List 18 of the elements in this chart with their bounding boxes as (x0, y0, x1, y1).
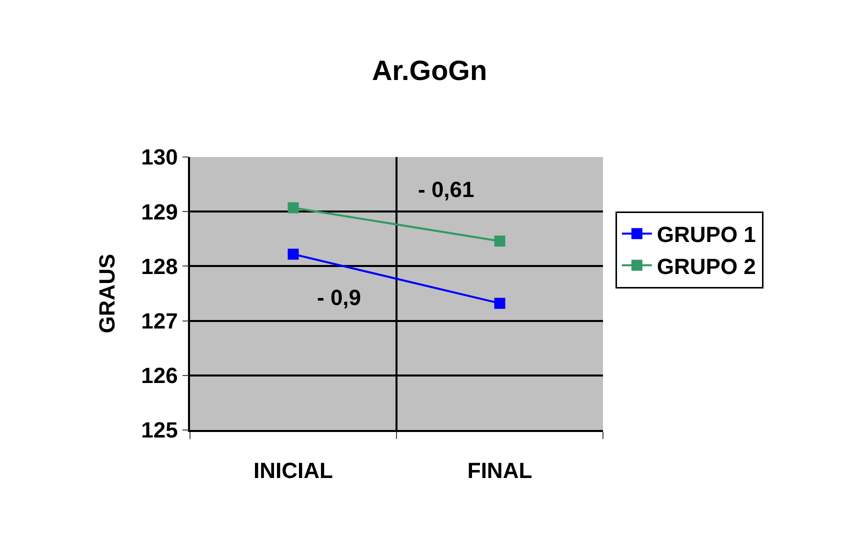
point (288, 202, 299, 214)
y-tick-label: 125 (141, 418, 178, 443)
point (494, 298, 506, 309)
annotation: - 0,61 (418, 177, 474, 202)
y-axis-title: GRAUS (94, 254, 120, 334)
chart-title: Ar.GoGn (372, 55, 488, 86)
y-tick-label: 130 (141, 144, 178, 170)
annotation: - 0,9 (317, 285, 362, 310)
y-tick-label: 128 (141, 254, 178, 279)
y-tick-label: 126 (141, 363, 178, 388)
x-tick-label: FINAL (467, 458, 532, 483)
legend-label: GRUPO 1 (656, 222, 756, 248)
point (288, 248, 299, 260)
y-tick-label: 129 (141, 199, 178, 224)
point (494, 236, 506, 247)
legend-label: GRUPO 2 (656, 254, 756, 279)
x-tick-label: INICIAL (254, 458, 333, 483)
y-tick-label: 127 (141, 308, 178, 334)
